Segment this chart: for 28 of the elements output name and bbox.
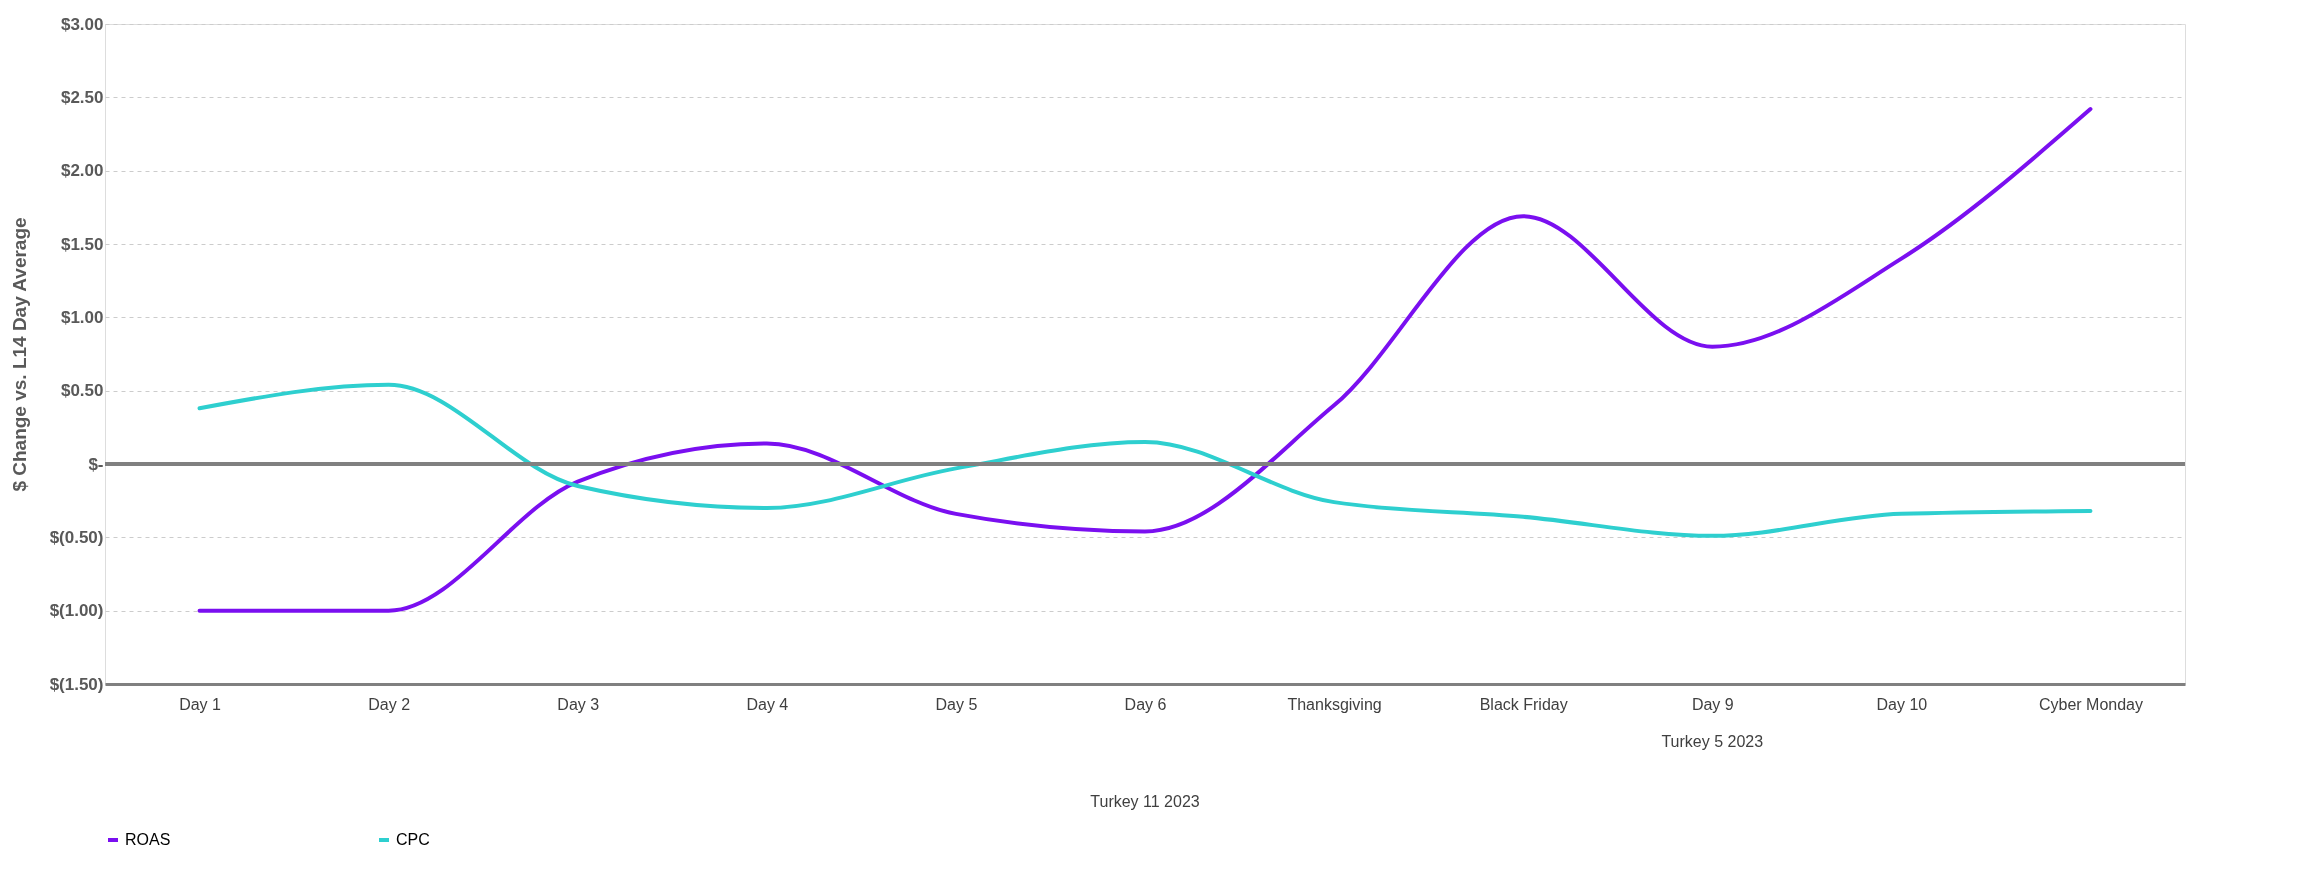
- y-tick-label: $2.00: [60, 161, 104, 181]
- line-series: [197, 382, 2093, 538]
- y-tick-label: $1.50: [60, 234, 104, 254]
- y-tick-label: $2.50: [60, 87, 104, 107]
- y-tick-label: $(1.00): [49, 601, 104, 621]
- text: Turkey 5 2023: [1661, 733, 1764, 750]
- x-tick-label: Cyber Monday: [2038, 695, 2143, 713]
- x-tick-label: Black Friday: [1479, 695, 1568, 713]
- x-tick-label: Thanksgiving: [1287, 695, 1382, 713]
- x-tick-label: Day 9: [1691, 695, 1734, 713]
- x-tick-label: Day 5: [935, 695, 978, 713]
- x-tick-label: Day 4: [746, 695, 789, 713]
- legend-label: CPC: [396, 831, 430, 848]
- text: Turkey 11 2023: [1090, 793, 1200, 810]
- x-tick-label: Day 2: [368, 695, 411, 713]
- x-tick-label: Day 1: [179, 695, 222, 713]
- y-tick-label: $(0.50): [49, 527, 104, 547]
- y-tick-label: $-: [88, 454, 104, 474]
- x-tick-label: Day 3: [557, 695, 600, 713]
- y-tick-label: $(1.50): [49, 674, 104, 694]
- y-axis-title: $ Change vs. L14 Day Average: [8, 217, 30, 492]
- x-tick-label: Day 10: [1876, 695, 1928, 713]
- y-tick-label: $0.50: [60, 381, 104, 401]
- y-tick-label: $1.00: [60, 307, 104, 327]
- line-series: [197, 107, 2093, 613]
- y-tick-label: $3.00: [60, 14, 104, 34]
- x-tick-label: Day 6: [1124, 695, 1167, 713]
- legend-label: ROAS: [125, 831, 171, 848]
